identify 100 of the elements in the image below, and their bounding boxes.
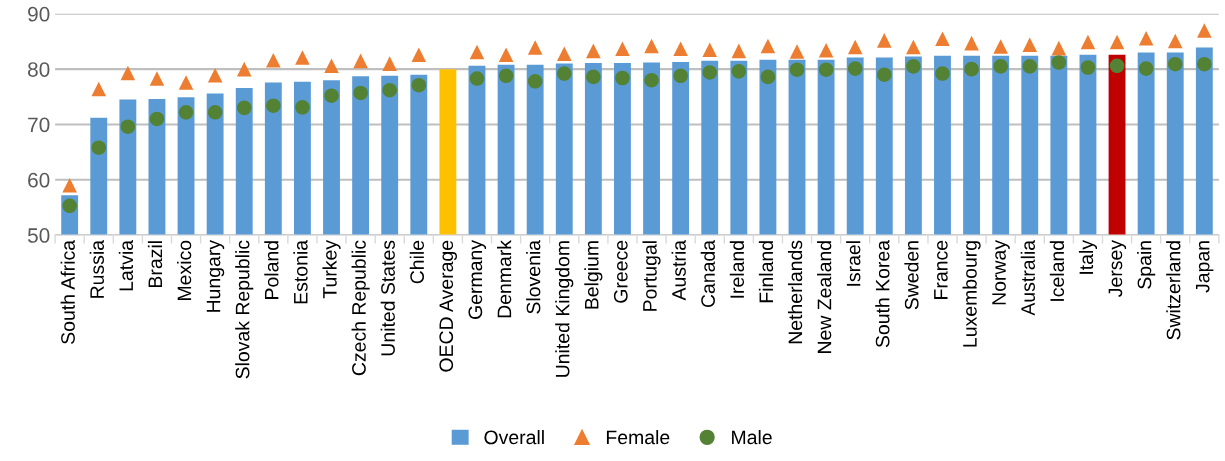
point bbox=[1109, 58, 1125, 74]
point bbox=[527, 74, 543, 89]
point bbox=[411, 47, 427, 63]
point bbox=[847, 39, 863, 55]
point bbox=[469, 44, 485, 60]
point bbox=[964, 61, 979, 77]
point bbox=[411, 77, 427, 93]
point bbox=[266, 53, 281, 68]
point bbox=[236, 100, 252, 116]
point bbox=[877, 67, 892, 82]
point bbox=[847, 61, 863, 76]
point bbox=[382, 82, 397, 98]
x-tick-label: Brazil bbox=[147, 241, 163, 287]
point bbox=[91, 81, 107, 97]
point bbox=[527, 40, 543, 55]
x-tick-label: Jersey bbox=[1108, 240, 1127, 297]
point bbox=[760, 38, 776, 54]
point bbox=[1109, 34, 1125, 50]
x-tick-label: Hungary bbox=[206, 240, 225, 312]
x-tick-label: Latvia bbox=[118, 239, 134, 291]
y-tick-label: 50 bbox=[27, 228, 50, 243]
point bbox=[207, 67, 223, 83]
x-tick-label: Russia bbox=[89, 239, 104, 298]
x-tick-label: Portugal bbox=[642, 241, 661, 311]
x-tick-label: Germany bbox=[468, 240, 487, 319]
point bbox=[615, 70, 630, 86]
x-tick-label: Finland bbox=[758, 241, 774, 303]
x-tick-label: New Zealand bbox=[817, 241, 832, 353]
point bbox=[731, 43, 747, 59]
point bbox=[295, 50, 310, 65]
point bbox=[62, 198, 77, 214]
point bbox=[1167, 33, 1183, 49]
point bbox=[615, 41, 630, 56]
x-tick-label: Australia bbox=[1020, 239, 1035, 316]
point bbox=[324, 58, 339, 74]
point bbox=[236, 61, 252, 77]
y-tick-label: 70 bbox=[28, 117, 50, 133]
x-tick-label: Chile bbox=[409, 240, 425, 284]
x-tick-label: Austria bbox=[671, 239, 686, 301]
point bbox=[498, 68, 514, 84]
x-tick-label: Slovak Republic bbox=[235, 240, 254, 379]
point bbox=[556, 46, 572, 61]
x-tick-label: Mexico bbox=[176, 240, 192, 300]
point bbox=[586, 69, 601, 85]
point bbox=[935, 31, 950, 47]
point bbox=[149, 71, 165, 86]
x-tick-label: OECD Average bbox=[439, 240, 457, 372]
point bbox=[1022, 59, 1038, 74]
point bbox=[789, 44, 805, 59]
point bbox=[877, 33, 892, 48]
point bbox=[1138, 61, 1154, 76]
point bbox=[1138, 30, 1154, 46]
point bbox=[906, 59, 921, 74]
point bbox=[818, 43, 834, 58]
point bbox=[120, 119, 136, 134]
point bbox=[702, 42, 718, 58]
x-tick-label: Israel bbox=[846, 241, 861, 286]
point bbox=[731, 64, 747, 79]
x-tick-label: Switzerland bbox=[1166, 241, 1181, 340]
x-tick-label: Sweden bbox=[904, 241, 919, 310]
x-tick-label: South Korea bbox=[875, 239, 890, 348]
point bbox=[1197, 23, 1212, 38]
point bbox=[469, 71, 485, 86]
point bbox=[1051, 55, 1067, 70]
legend-label: Male bbox=[732, 429, 772, 445]
point bbox=[556, 66, 572, 81]
point bbox=[673, 68, 688, 84]
point bbox=[324, 88, 339, 103]
point bbox=[498, 47, 514, 63]
point bbox=[993, 39, 1008, 54]
point bbox=[62, 178, 77, 193]
x-tick-label: Denmark bbox=[497, 239, 512, 318]
point bbox=[178, 105, 194, 120]
point bbox=[993, 59, 1008, 74]
x-tick-label: Iceland bbox=[1049, 241, 1065, 301]
legend-label: Overall bbox=[484, 429, 544, 445]
x-tick-label: Italy bbox=[1078, 240, 1098, 274]
point bbox=[760, 69, 776, 85]
y-tick-label: 60 bbox=[28, 172, 50, 188]
point bbox=[207, 105, 223, 120]
x-tick-label: United States bbox=[380, 240, 395, 356]
y-tick-label: 90 bbox=[28, 6, 50, 22]
point bbox=[91, 140, 107, 155]
x-tick-label: Poland bbox=[264, 241, 279, 299]
point bbox=[935, 66, 950, 81]
point bbox=[120, 65, 136, 81]
x-tick-label: Czech Republic bbox=[351, 240, 370, 376]
point bbox=[789, 62, 805, 77]
point bbox=[644, 72, 659, 88]
point bbox=[644, 38, 659, 54]
point bbox=[353, 53, 368, 69]
point bbox=[1051, 40, 1067, 56]
x-tick-label: Belgium bbox=[584, 241, 603, 309]
point bbox=[818, 62, 834, 77]
x-tick-label: Luxembourg bbox=[962, 241, 981, 347]
point bbox=[149, 111, 165, 127]
x-tick-label: France bbox=[934, 240, 948, 299]
x-tick-label: Japan bbox=[1195, 241, 1214, 293]
x-tick-label: South Africa bbox=[60, 239, 75, 344]
point bbox=[964, 35, 979, 51]
